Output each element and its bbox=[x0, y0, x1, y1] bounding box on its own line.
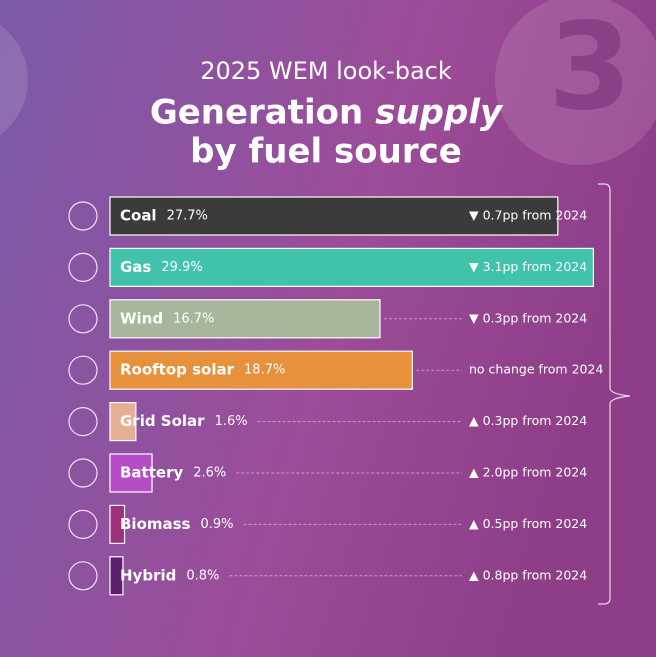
value-label: 27.7% bbox=[167, 209, 208, 224]
bar bbox=[109, 402, 137, 442]
decor-circle bbox=[495, 0, 656, 165]
icon bbox=[68, 252, 98, 282]
bar bbox=[109, 556, 124, 596]
icon bbox=[68, 355, 98, 385]
change-label: ▼ 0.3pp from 2024 bbox=[469, 310, 587, 325]
value-label: 29.9% bbox=[161, 260, 202, 275]
icon bbox=[68, 458, 98, 488]
category-label: Wind bbox=[120, 309, 163, 327]
category-label: Coal bbox=[120, 207, 157, 225]
bar bbox=[109, 196, 559, 236]
bar bbox=[109, 299, 381, 339]
title: Generation bbox=[150, 93, 363, 133]
decor-circle bbox=[0, 25, 28, 135]
subtitle: 2025 WEM look-back bbox=[200, 57, 452, 85]
value-label: 0.9% bbox=[201, 517, 234, 532]
bar bbox=[109, 350, 413, 390]
change-label: ▲ 0.3pp from 2024 bbox=[469, 413, 587, 428]
value-label: 1.6% bbox=[215, 414, 248, 429]
badge: 3 bbox=[548, 0, 632, 138]
title: by fuel source bbox=[190, 132, 462, 172]
change-label: ▼ 3.1pp from 2024 bbox=[469, 259, 587, 274]
category-label: Rooftop solar bbox=[120, 361, 235, 379]
change-label: ▼ 0.7pp from 2024 bbox=[469, 208, 587, 223]
change-label: ▲ 2.0pp from 2024 bbox=[469, 465, 587, 480]
value-label: 18.7% bbox=[244, 363, 285, 378]
title-emphasis: supply bbox=[375, 93, 504, 133]
category-label: Battery bbox=[120, 464, 183, 482]
change-label: ▲ 0.5pp from 2024 bbox=[469, 516, 587, 531]
bar bbox=[109, 247, 594, 287]
icon bbox=[68, 407, 98, 437]
category-label: Gas bbox=[120, 258, 151, 276]
icon bbox=[68, 201, 98, 231]
bar bbox=[109, 504, 126, 544]
category-label: Hybrid bbox=[120, 566, 176, 584]
icon bbox=[68, 304, 98, 334]
icon bbox=[68, 509, 98, 540]
value-label: 0.8% bbox=[186, 568, 219, 583]
icon bbox=[68, 561, 98, 591]
category-label: Biomass bbox=[120, 515, 191, 533]
change-label: no change from 2024 bbox=[469, 362, 603, 377]
bracket bbox=[598, 183, 631, 605]
category-label: Grid Solar bbox=[120, 412, 205, 430]
bar bbox=[109, 453, 153, 493]
value-label: 16.7% bbox=[173, 311, 214, 326]
change-label: ▲ 0.8pp from 2024 bbox=[469, 567, 587, 582]
value-label: 2.6% bbox=[193, 466, 226, 481]
